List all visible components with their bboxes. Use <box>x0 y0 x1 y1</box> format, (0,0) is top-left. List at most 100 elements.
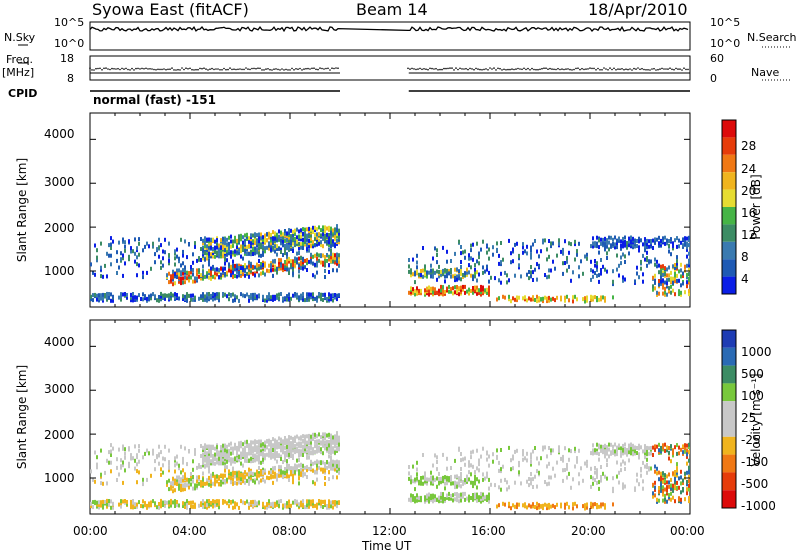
velocity-cell <box>574 449 576 454</box>
velocity-cell <box>258 455 260 460</box>
velocity-cell <box>450 493 452 498</box>
velocity-cell <box>264 446 266 450</box>
freq-point <box>269 68 271 71</box>
freq-point <box>279 69 281 71</box>
velocity-cell <box>332 463 334 468</box>
power-cell <box>176 247 178 252</box>
velocity-cell <box>548 502 550 507</box>
nsearch-tick-bottom: 10^0 <box>710 37 741 50</box>
freq-point <box>627 68 629 71</box>
power-cell <box>248 251 250 256</box>
power-cell <box>672 246 674 251</box>
power-cell <box>638 245 640 250</box>
velocity-cell <box>668 472 670 477</box>
power-cell <box>228 292 230 297</box>
power-cell <box>472 274 474 279</box>
power-cell <box>686 272 688 277</box>
power-cell <box>582 271 584 276</box>
velocity-cell <box>530 472 532 476</box>
velocity-cell <box>304 440 306 445</box>
velocity-cell <box>530 460 532 464</box>
velocity-cell <box>410 480 412 485</box>
velocity-cell <box>306 465 308 470</box>
velocity-cell <box>528 503 530 508</box>
velocity-cell <box>488 496 490 501</box>
freq-point <box>115 68 117 70</box>
velocity-cell <box>100 472 102 477</box>
freq-point <box>329 69 331 71</box>
velocity-cell <box>330 466 332 470</box>
power-cell <box>240 266 242 270</box>
velocity-cell <box>590 484 592 489</box>
velocity-cell <box>564 468 566 472</box>
velocity-cell <box>424 474 426 479</box>
power-cell <box>142 248 144 253</box>
power-cell <box>418 288 420 293</box>
power-cell <box>620 243 622 248</box>
velocity-cell <box>184 446 186 451</box>
velocity-cell <box>436 455 438 460</box>
power-cell <box>234 252 236 257</box>
freq-point <box>241 68 243 71</box>
power-cell <box>244 294 246 299</box>
power-ytick-3000: 3000 <box>44 175 75 189</box>
velocity-cell <box>500 448 502 452</box>
velocity-cell <box>442 452 444 457</box>
velocity-cell <box>214 452 216 457</box>
velocity-cell <box>182 504 184 508</box>
velocity-cell <box>214 503 216 508</box>
power-cell <box>190 275 192 280</box>
power-cell <box>462 273 464 277</box>
velocity-cell <box>240 480 242 485</box>
velocity-cell <box>210 444 212 449</box>
velocity-cell <box>556 460 558 465</box>
velocity-cell <box>456 474 458 479</box>
power-cell <box>314 237 316 242</box>
velocity-cell <box>126 502 128 507</box>
vel-ytick-4000: 4000 <box>44 335 75 349</box>
velocity-cell <box>604 503 606 508</box>
velocity-cell <box>664 499 666 504</box>
velocity-cell <box>212 454 214 458</box>
power-cell <box>206 298 208 303</box>
power-cell <box>414 270 416 275</box>
velocity-cell <box>442 475 444 480</box>
velocity-cell <box>204 501 206 506</box>
velocity-cell <box>290 454 292 458</box>
velocity-cell <box>688 496 690 501</box>
velocity-cell <box>194 486 196 491</box>
velocity-cell <box>184 501 186 506</box>
velocity-cell <box>454 458 456 463</box>
power-cell <box>450 259 452 263</box>
power-cell <box>286 243 288 248</box>
freq-point <box>609 67 611 69</box>
velocity-cell <box>298 470 300 475</box>
velocity-cell <box>322 460 324 465</box>
power-cbar-tick-8: 8 <box>741 250 749 264</box>
power-cell <box>662 291 664 296</box>
power-cell <box>574 239 576 244</box>
freq-point <box>559 68 561 71</box>
power-cell <box>264 261 266 266</box>
velocity-cell <box>246 459 248 463</box>
velocity-cell <box>292 444 294 449</box>
freq-point <box>413 68 415 70</box>
velocity-cell <box>294 470 296 475</box>
velocity-cell <box>322 499 324 504</box>
power-cell <box>224 244 226 249</box>
power-cell <box>318 232 320 237</box>
velocity-cell <box>256 449 258 454</box>
power-cell <box>214 271 216 276</box>
power-cell <box>624 254 626 259</box>
velocity-cell <box>328 464 330 469</box>
power-cell <box>174 256 176 261</box>
power-cell <box>272 259 274 264</box>
power-cell <box>282 232 284 237</box>
power-cell <box>526 244 528 249</box>
power-cell <box>624 260 626 264</box>
freq-point <box>239 68 241 70</box>
power-cell <box>290 239 292 244</box>
power-cell <box>288 259 290 264</box>
velocity-cell <box>226 453 228 458</box>
velocity-cell <box>268 442 270 447</box>
